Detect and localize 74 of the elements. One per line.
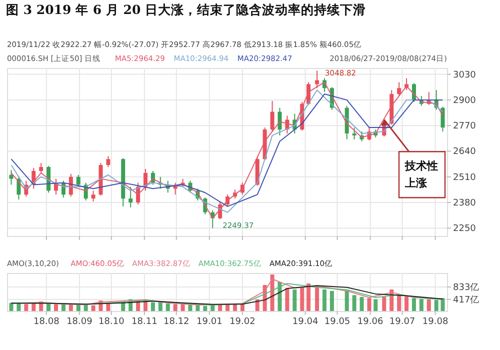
bar: [173, 304, 178, 311]
bar: [278, 282, 282, 311]
bar: [344, 290, 349, 311]
candlestick: [352, 127, 356, 140]
candlestick: [39, 162, 44, 174]
bar: [412, 298, 416, 311]
bar: [306, 283, 310, 311]
bar: [367, 298, 372, 311]
bar: [32, 302, 36, 311]
bar: [382, 296, 386, 311]
bar: [16, 304, 21, 311]
bar: [203, 306, 208, 311]
y-tick-label: 2640: [453, 147, 476, 158]
bar: [322, 289, 326, 311]
y-tick-label: 2380: [453, 198, 476, 208]
candlestick: [278, 107, 282, 136]
x-tick-label: 18.09: [66, 317, 93, 327]
bar: [434, 300, 438, 311]
candlestick: [128, 186, 133, 208]
bar: [150, 302, 155, 311]
candlestick: [315, 70, 320, 89]
y-tick-label: 833亿: [453, 282, 480, 293]
candlestick: [76, 174, 80, 188]
x-tick-label: 19.07: [389, 317, 416, 327]
candlestick: [9, 169, 14, 186]
bar: [54, 304, 58, 311]
bar: [419, 299, 424, 311]
bar: [404, 296, 409, 311]
y-tick-label: 3030: [453, 70, 476, 80]
bar: [426, 299, 431, 311]
bar: [285, 288, 290, 311]
candlestick: [270, 100, 274, 132]
bar: [232, 304, 237, 311]
x-tick-label: 19.02: [230, 317, 256, 327]
bar: [352, 295, 356, 311]
bar: [196, 305, 200, 311]
y-tick-label: 417亿: [453, 294, 480, 306]
chart-title: 图 3 2019 年 6 月 20 日大涨，结束了隐含波动率的持续下滑: [6, 2, 366, 17]
bar: [166, 304, 170, 311]
y-tick-label: 2770: [453, 122, 476, 132]
x-tick-label: 18.10: [98, 317, 125, 327]
candlestick: [440, 106, 445, 132]
bar: [315, 286, 320, 311]
bar: [46, 304, 51, 311]
x-tick-label: 19.04: [292, 317, 318, 327]
bar: [440, 298, 445, 311]
bar: [9, 302, 14, 311]
x-tick-label: 19.08: [422, 317, 448, 327]
bar: [374, 299, 378, 311]
x-tick-label: 18.12: [164, 317, 190, 327]
bar: [91, 305, 96, 311]
candlestick: [91, 190, 96, 202]
bar: [76, 304, 80, 311]
bar: [360, 296, 364, 311]
bar: [397, 295, 402, 311]
bar: [330, 290, 334, 311]
y-tick-label: 2250: [453, 224, 476, 234]
x-tick-label: 19.01: [196, 317, 222, 327]
bar: [158, 302, 162, 311]
y-tick-label: 2510: [453, 172, 476, 183]
bar: [24, 304, 28, 311]
x-tick-label: 18.11: [132, 317, 158, 327]
bar: [188, 305, 192, 311]
y-tick-label: 2900: [453, 96, 476, 106]
bar: [84, 305, 88, 311]
candlestick: [397, 82, 402, 96]
x-tick-label: 19.05: [324, 317, 350, 327]
bar: [292, 289, 297, 311]
x-tick-label: 19.06: [357, 317, 384, 327]
annotation: 技术性上涨: [404, 160, 438, 190]
bar: [61, 304, 66, 311]
bar: [300, 287, 304, 311]
candlestick: [106, 156, 110, 168]
x-tick-label: 18.08: [34, 317, 60, 327]
